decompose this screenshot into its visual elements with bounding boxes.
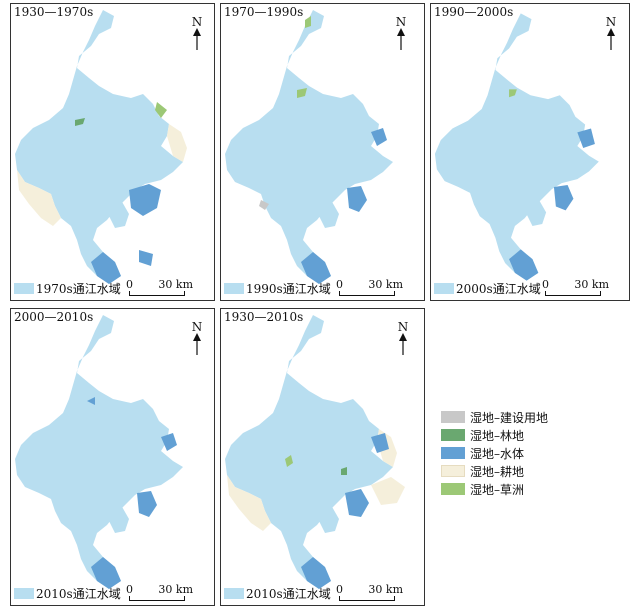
scale-bar: 0 30 km (336, 278, 403, 296)
legend-label: 湿地–林地 (470, 428, 525, 443)
north-label: N (397, 320, 409, 334)
open-water-swatch (434, 282, 454, 294)
map-panel-1930-2010s: 1930—2010s N 2010s通江水域 0 30 km (220, 308, 425, 606)
panel-legend-label: 2010s通江水域 (36, 586, 121, 601)
north-label: N (191, 15, 203, 29)
scale-start-label: 0 (126, 278, 133, 291)
panel-legend: 1970s通江水域 (14, 281, 121, 296)
north-arrow: N (187, 16, 207, 50)
legend-item-grass: 湿地–草洲 (441, 482, 548, 497)
legend-swatch (441, 483, 465, 495)
land-change-legend: 湿地–建设用地 湿地–林地 湿地–水体 湿地–耕地 湿地–草洲 (441, 411, 548, 501)
scale-bar: 0 30 km (336, 583, 403, 601)
open-water-swatch (224, 587, 244, 599)
scale-bar: 0 30 km (126, 583, 193, 601)
scale-bar: 0 30 km (542, 278, 609, 296)
north-arrow: N (187, 321, 207, 355)
panel-title: 1930—1970s (14, 5, 94, 19)
north-arrow-icon (399, 333, 407, 355)
scale-bar-line (129, 291, 185, 296)
legend-swatch (441, 447, 465, 459)
scale-start-label: 0 (126, 583, 133, 596)
open-water-swatch (14, 282, 34, 294)
scale-start-label: 0 (336, 278, 343, 291)
legend-item-farmland: 湿地–耕地 (441, 464, 548, 479)
map-panel-2000-2010s: 2000—2010s N 2010s通江水域 0 30 km (10, 308, 215, 606)
scale-bar: 0 30 km (126, 278, 193, 296)
legend-item-built: 湿地–建设用地 (441, 410, 549, 425)
north-arrow-icon (397, 28, 405, 50)
scale-start-label: 0 (542, 278, 549, 291)
open-water-swatch (14, 587, 34, 599)
panel-legend: 2000s通江水域 (434, 281, 541, 296)
north-arrow-icon (607, 28, 615, 50)
scale-bar-line (339, 596, 395, 601)
panel-legend-label: 1990s通江水域 (246, 281, 331, 296)
lake-map (221, 4, 425, 284)
legend-item-water: 湿地–水体 (441, 446, 548, 461)
panel-title: 1970—1990s (224, 5, 304, 19)
lake-map (431, 4, 630, 289)
panel-title: 1930—2010s (224, 310, 304, 324)
panel-legend: 2010s通江水域 (224, 586, 331, 601)
map-panel-1990-2000s: 1990—2000s N 2000s通江水域 0 30 km (430, 3, 630, 301)
scale-start-label: 0 (336, 583, 343, 596)
north-arrow: N (393, 321, 413, 355)
legend-label: 湿地–耕地 (470, 464, 525, 479)
scale-bar-line (339, 291, 395, 296)
north-arrow: N (601, 16, 621, 50)
panel-title: 1990—2000s (434, 5, 514, 19)
scale-end-label: 30 km (574, 278, 609, 291)
lake-map (11, 309, 215, 589)
scale-end-label: 30 km (158, 583, 193, 596)
panel-legend: 2010s通江水域 (14, 586, 121, 601)
scale-end-label: 30 km (368, 278, 403, 291)
scale-end-label: 30 km (368, 583, 403, 596)
legend-label: 湿地–草洲 (470, 482, 525, 497)
scale-bar-line (129, 596, 185, 601)
panel-legend-label: 2000s通江水域 (456, 281, 541, 296)
scale-end-label: 30 km (158, 278, 193, 291)
north-arrow: N (391, 16, 411, 50)
north-arrow-icon (193, 28, 201, 50)
open-water-swatch (224, 282, 244, 294)
map-panel-1970-1990s: 1970—1990s N 1990s通江水域 0 30 km (220, 3, 425, 301)
panel-legend-label: 1970s通江水域 (36, 281, 121, 296)
panel-title: 2000—2010s (14, 310, 94, 324)
lake-map (11, 4, 187, 284)
north-arrow-icon (193, 333, 201, 355)
legend-swatch (441, 429, 465, 441)
north-label: N (191, 320, 203, 334)
north-label: N (395, 15, 407, 29)
legend-label: 湿地–水体 (470, 446, 525, 461)
legend-swatch (441, 411, 465, 423)
scale-bar-line (545, 291, 601, 296)
legend-label: 湿地–建设用地 (470, 410, 549, 425)
panel-legend-label: 2010s通江水域 (246, 586, 331, 601)
north-label: N (605, 15, 617, 29)
panel-legend: 1990s通江水域 (224, 281, 331, 296)
legend-swatch (441, 465, 465, 477)
legend-item-forest: 湿地–林地 (441, 428, 548, 443)
lake-map (221, 309, 405, 589)
map-panel-1930-1970s: 1930—1970s N 1970s通江水域 0 30 km (10, 3, 215, 301)
